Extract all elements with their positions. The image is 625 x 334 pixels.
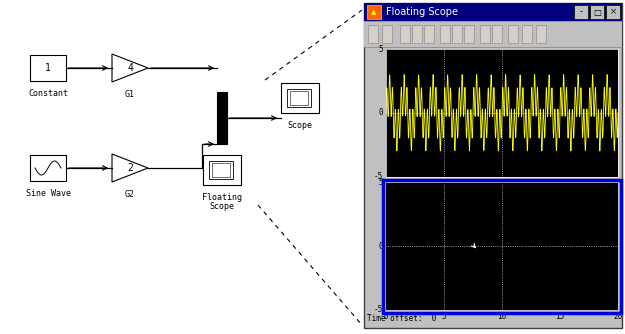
Text: -: -: [579, 7, 582, 16]
Text: 5: 5: [442, 312, 446, 321]
Text: 0: 0: [378, 108, 383, 117]
Polygon shape: [112, 154, 148, 182]
Text: 15: 15: [556, 312, 564, 321]
Text: Scope: Scope: [288, 121, 312, 130]
Polygon shape: [112, 54, 148, 82]
Text: Time offset:  0: Time offset: 0: [367, 314, 436, 323]
Text: 20: 20: [613, 312, 622, 321]
Bar: [574, 5, 588, 19]
Bar: [492, 25, 502, 43]
Bar: [412, 25, 422, 43]
Bar: [203, 155, 241, 185]
Text: -5: -5: [374, 172, 383, 181]
Bar: [440, 25, 450, 43]
Text: ×: ×: [609, 7, 616, 16]
Bar: [364, 3, 622, 21]
Text: G1: G1: [125, 90, 135, 99]
Text: 5: 5: [378, 178, 383, 187]
Bar: [480, 25, 490, 43]
Text: Constant: Constant: [28, 89, 68, 98]
Bar: [30, 55, 66, 81]
Bar: [212, 163, 230, 177]
Bar: [590, 5, 604, 19]
Text: 4: 4: [127, 63, 133, 73]
Bar: [364, 3, 622, 328]
Bar: [290, 91, 308, 105]
Text: Scope: Scope: [209, 202, 234, 211]
Bar: [0, 0, 362, 334]
Text: -5: -5: [374, 306, 383, 315]
Text: 0: 0: [384, 312, 388, 321]
Bar: [536, 25, 546, 43]
Text: 2: 2: [127, 163, 133, 173]
Bar: [287, 89, 311, 107]
Bar: [217, 92, 227, 144]
Bar: [386, 49, 618, 176]
Bar: [424, 25, 434, 43]
Text: □: □: [593, 7, 601, 16]
Text: Floating: Floating: [202, 193, 242, 202]
Text: 0: 0: [378, 242, 383, 251]
Text: G2: G2: [125, 190, 135, 199]
Bar: [281, 83, 319, 113]
Bar: [400, 25, 410, 43]
Bar: [452, 25, 462, 43]
Text: 5: 5: [378, 44, 383, 53]
Bar: [508, 25, 518, 43]
Bar: [30, 155, 66, 181]
Bar: [386, 49, 618, 176]
Bar: [383, 179, 621, 313]
Text: ▲: ▲: [371, 9, 377, 15]
Bar: [522, 25, 532, 43]
Text: 10: 10: [498, 312, 507, 321]
Bar: [606, 5, 620, 19]
Bar: [382, 25, 392, 43]
Bar: [364, 21, 622, 47]
Bar: [209, 161, 233, 179]
Text: 1: 1: [45, 63, 51, 73]
Bar: [367, 5, 381, 19]
Text: Sine Wave: Sine Wave: [26, 189, 71, 198]
Bar: [464, 25, 474, 43]
Bar: [386, 182, 618, 310]
Bar: [368, 25, 378, 43]
Text: Floating Scope: Floating Scope: [386, 7, 458, 17]
